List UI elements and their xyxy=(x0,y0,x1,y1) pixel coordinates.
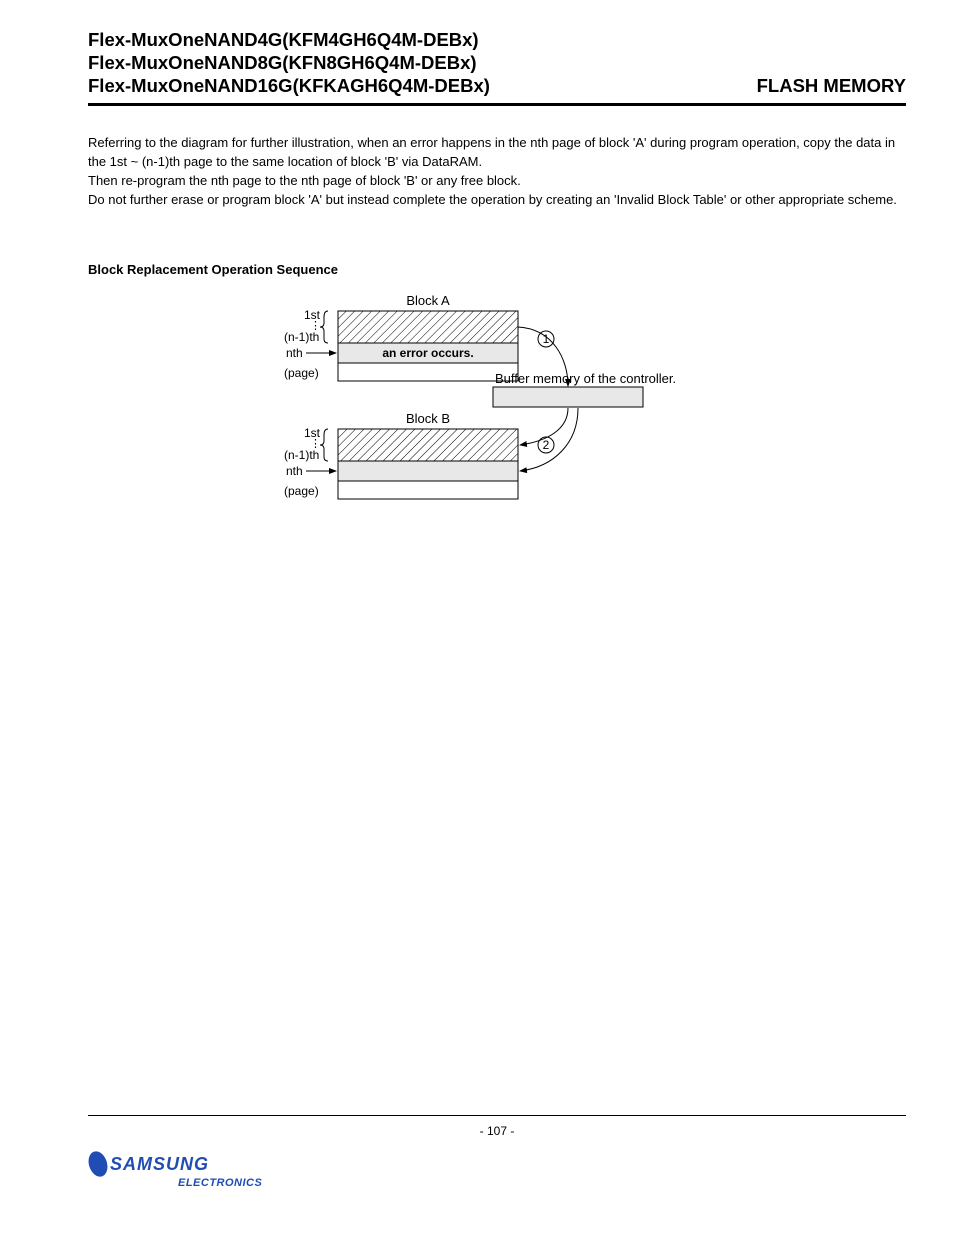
blockA-n1: (n-1)th xyxy=(284,330,319,344)
blockB-bottom xyxy=(338,481,518,499)
buffer-label: Buffer memory of the controller. xyxy=(495,371,676,386)
page-number: - 107 - xyxy=(88,1124,906,1138)
blockA-title: Block A xyxy=(406,293,450,308)
blockA-bottom xyxy=(338,363,518,381)
para-3: Do not further erase or program block 'A… xyxy=(88,191,906,210)
blockA-nth: nth xyxy=(286,346,303,360)
blockA-brace xyxy=(320,311,328,343)
logo-electronics: ELECTRONICS xyxy=(178,1177,263,1189)
subheading: Block Replacement Operation Sequence xyxy=(88,262,906,277)
step-2-num: 2 xyxy=(543,438,550,452)
blockB-title: Block B xyxy=(406,411,450,426)
header-line-2: Flex-MuxOneNAND8G(KFN8GH6Q4M-DEBx) xyxy=(88,51,490,74)
diagram: Block A an error occurs. 1st ⋮ (n-1)th n… xyxy=(88,289,906,549)
blockB-n1: (n-1)th xyxy=(284,448,319,462)
page-header: Flex-MuxOneNAND4G(KFM4GH6Q4M-DEBx) Flex-… xyxy=(88,28,906,106)
header-line-3: Flex-MuxOneNAND16G(KFKAGH6Q4M-DEBx) xyxy=(88,74,490,97)
header-section: FLASH MEMORY xyxy=(757,75,906,97)
samsung-logo: SAMSUNG ELECTRONICS xyxy=(88,1144,906,1195)
blockB-hatched xyxy=(338,429,518,461)
blockB-nth-row xyxy=(338,461,518,481)
blockA-error-text: an error occurs. xyxy=(382,346,473,360)
blockB-page: (page) xyxy=(284,484,319,498)
logo-ellipse xyxy=(88,1149,111,1179)
blockA-page: (page) xyxy=(284,366,319,380)
para-1: Referring to the diagram for further ill… xyxy=(88,134,906,172)
logo-samsung: SAMSUNG xyxy=(110,1154,209,1174)
footer: - 107 - SAMSUNG ELECTRONICS xyxy=(88,1115,906,1195)
samsung-logo-svg: SAMSUNG ELECTRONICS xyxy=(88,1144,268,1190)
para-2: Then re-program the nth page to the nth … xyxy=(88,172,906,191)
body-paragraphs: Referring to the diagram for further ill… xyxy=(88,134,906,209)
header-titles: Flex-MuxOneNAND4G(KFM4GH6Q4M-DEBx) Flex-… xyxy=(88,28,490,97)
diagram-svg: Block A an error occurs. 1st ⋮ (n-1)th n… xyxy=(88,289,888,549)
header-line-1: Flex-MuxOneNAND4G(KFM4GH6Q4M-DEBx) xyxy=(88,28,490,51)
blockB-brace xyxy=(320,429,328,461)
buffer-rect xyxy=(493,387,643,407)
blockA-hatched xyxy=(338,311,518,343)
blockB-nth: nth xyxy=(286,464,303,478)
